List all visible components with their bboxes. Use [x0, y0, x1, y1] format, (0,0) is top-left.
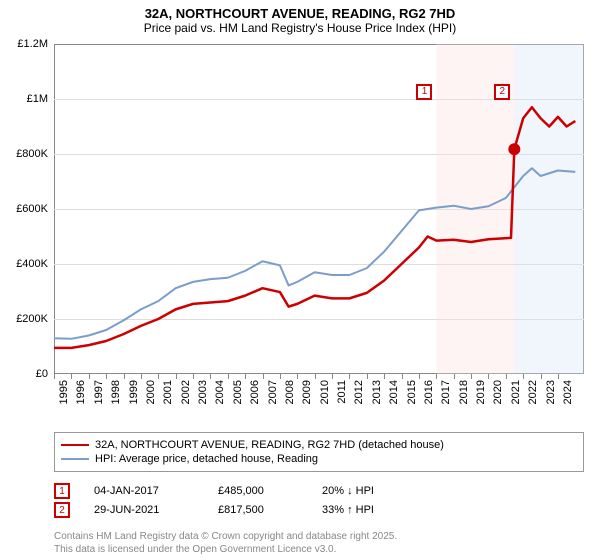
- y-tick-label: £800K: [16, 148, 48, 160]
- x-tick-label: 2007: [267, 380, 279, 404]
- y-tick-label: £600K: [16, 203, 48, 215]
- x-tick-label: 1999: [128, 380, 140, 404]
- x-tick-label: 2017: [440, 380, 452, 404]
- x-tick-label: 2000: [145, 380, 157, 404]
- x-tick-label: 2014: [388, 380, 400, 404]
- x-tick-label: 2011: [336, 380, 348, 404]
- transaction-row: 1 04-JAN-2017 £485,000 20% ↓ HPI: [54, 483, 584, 499]
- x-tick-label: 2003: [197, 380, 209, 404]
- transaction-date: 04-JAN-2017: [94, 485, 194, 497]
- x-tick: [141, 374, 142, 379]
- credit-line-1: Contains HM Land Registry data © Crown c…: [54, 531, 397, 544]
- transaction-date: 29-JUN-2021: [94, 504, 194, 516]
- transaction-delta: 20% ↓ HPI: [322, 485, 374, 497]
- transaction-marker: 2: [54, 502, 70, 518]
- x-tick: [106, 374, 107, 379]
- x-tick-label: 2020: [492, 380, 504, 404]
- x-tick: [54, 374, 55, 379]
- x-tick: [367, 374, 368, 379]
- x-tick: [297, 374, 298, 379]
- x-tick: [488, 374, 489, 379]
- x-tick-label: 2016: [423, 380, 435, 404]
- shaded-region: [514, 44, 584, 374]
- y-tick-label: £400K: [16, 258, 48, 270]
- x-tick-label: 1997: [93, 380, 105, 404]
- x-tick: [506, 374, 507, 379]
- x-tick: [402, 374, 403, 379]
- x-tick-label: 2002: [180, 380, 192, 404]
- x-tick-label: 2019: [475, 380, 487, 404]
- transaction-marker: 1: [54, 483, 70, 499]
- transaction-row: 2 29-JUN-2021 £817,500 33% ↑ HPI: [54, 502, 584, 518]
- x-tick: [332, 374, 333, 379]
- legend: 32A, NORTHCOURT AVENUE, READING, RG2 7HD…: [54, 432, 584, 472]
- x-tick: [436, 374, 437, 379]
- x-tick: [349, 374, 350, 379]
- transaction-point: [508, 143, 520, 155]
- x-tick-label: 2021: [510, 380, 522, 404]
- x-tick-label: 2013: [371, 380, 383, 404]
- x-tick: [384, 374, 385, 379]
- x-tick-label: 2024: [562, 380, 574, 404]
- x-tick: [210, 374, 211, 379]
- x-tick: [193, 374, 194, 379]
- x-tick: [228, 374, 229, 379]
- x-tick: [541, 374, 542, 379]
- x-tick: [71, 374, 72, 379]
- x-tick-label: 2008: [284, 380, 296, 404]
- title-block: 32A, NORTHCOURT AVENUE, READING, RG2 7HD…: [0, 0, 600, 37]
- chart-subtitle: Price paid vs. HM Land Registry's House …: [0, 21, 600, 35]
- x-tick: [558, 374, 559, 379]
- x-tick-label: 1998: [110, 380, 122, 404]
- x-tick: [315, 374, 316, 379]
- chart-annotation-2: 2: [494, 84, 510, 100]
- y-tick-label: £1M: [27, 93, 48, 105]
- transaction-price: £485,000: [218, 485, 298, 497]
- legend-row: HPI: Average price, detached house, Read…: [61, 453, 577, 465]
- x-tick: [158, 374, 159, 379]
- x-tick: [89, 374, 90, 379]
- x-tick-label: 1996: [75, 380, 87, 404]
- x-tick-label: 2001: [162, 380, 174, 404]
- chart-title: 32A, NORTHCOURT AVENUE, READING, RG2 7HD: [0, 6, 600, 21]
- x-tick-label: 2005: [232, 380, 244, 404]
- legend-swatch: [61, 444, 89, 446]
- transaction-price: £817,500: [218, 504, 298, 516]
- x-tick-label: 1995: [58, 380, 70, 404]
- x-tick-label: 2004: [214, 380, 226, 404]
- x-tick-label: 2006: [249, 380, 261, 404]
- x-tick-label: 2009: [301, 380, 313, 404]
- x-tick: [176, 374, 177, 379]
- legend-swatch: [61, 458, 89, 460]
- transaction-delta: 33% ↑ HPI: [322, 504, 374, 516]
- chart-annotation-1: 1: [416, 84, 432, 100]
- x-tick-label: 2015: [406, 380, 418, 404]
- y-tick-label: £0: [36, 368, 48, 380]
- x-tick-label: 2022: [527, 380, 539, 404]
- x-tick: [263, 374, 264, 379]
- x-tick: [454, 374, 455, 379]
- x-tick: [471, 374, 472, 379]
- y-tick-label: £1.2M: [17, 38, 48, 50]
- x-tick: [523, 374, 524, 379]
- x-tick: [419, 374, 420, 379]
- legend-label: 32A, NORTHCOURT AVENUE, READING, RG2 7HD…: [95, 439, 444, 451]
- y-tick-label: £200K: [16, 313, 48, 325]
- y-axis: £0£200K£400K£600K£800K£1M£1.2M: [0, 44, 54, 374]
- x-axis: 1995 1996 1997 1998 1999 2000 2001 2002 2003 2004…: [54, 374, 584, 424]
- chart-container: 32A, NORTHCOURT AVENUE, READING, RG2 7HD…: [0, 0, 600, 560]
- x-tick: [124, 374, 125, 379]
- transaction-table: 1 04-JAN-2017 £485,000 20% ↓ HPI 2 29-JUN-202…: [54, 480, 584, 521]
- legend-label: HPI: Average price, detached house, Read…: [95, 453, 318, 465]
- credit-line-2: This data is licensed under the Open Gov…: [54, 544, 397, 557]
- x-tick: [245, 374, 246, 379]
- x-tick-label: 2023: [545, 380, 557, 404]
- x-tick-label: 2018: [458, 380, 470, 404]
- x-tick-label: 2010: [319, 380, 331, 404]
- legend-row: 32A, NORTHCOURT AVENUE, READING, RG2 7HD…: [61, 439, 577, 451]
- x-tick-label: 2012: [353, 380, 365, 404]
- x-tick: [280, 374, 281, 379]
- credit-text: Contains HM Land Registry data © Crown c…: [54, 531, 397, 556]
